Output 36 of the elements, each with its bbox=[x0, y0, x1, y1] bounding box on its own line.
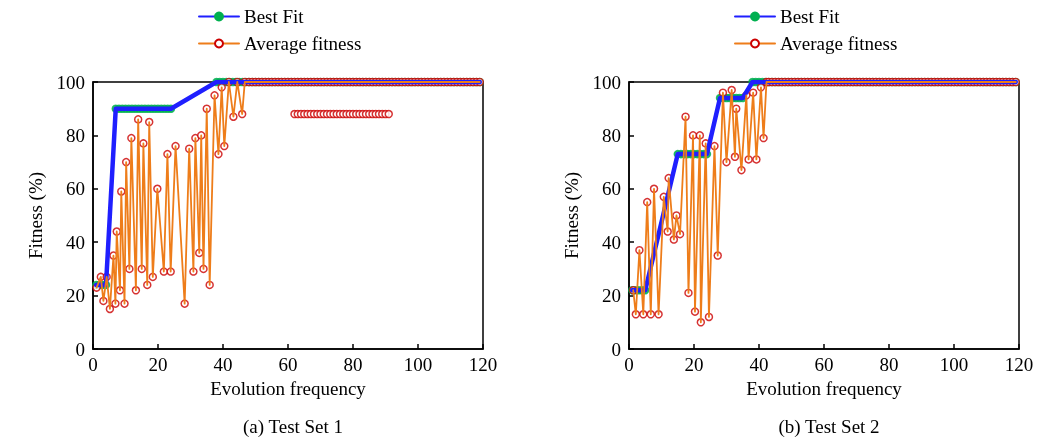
x-tick-label: 40 bbox=[749, 354, 769, 375]
text: (b) Test Set 2 bbox=[778, 416, 880, 438]
y-tick-label: 100 bbox=[56, 71, 85, 93]
y-tick-label: 40 bbox=[66, 231, 85, 253]
x-axis-title: Evolution frequency bbox=[746, 377, 903, 399]
y-tick-label: 100 bbox=[592, 71, 621, 93]
y-tick-label: 40 bbox=[602, 231, 621, 253]
x-tick-label: 100 bbox=[403, 354, 433, 375]
x-tick-label: 120 bbox=[1004, 354, 1034, 375]
y-axis-title: Fitness (%) bbox=[25, 171, 47, 260]
x-tick-label: 20 bbox=[684, 354, 704, 375]
legend-label: Best Fit bbox=[780, 6, 841, 27]
x-tick-label: 80 bbox=[343, 354, 363, 375]
x-tick-label: 100 bbox=[939, 354, 969, 375]
x-tick-label: 80 bbox=[879, 354, 899, 375]
y-tick-label: 0 bbox=[75, 338, 85, 360]
y-tick-label: 20 bbox=[602, 285, 621, 307]
x-tick-label: 0 bbox=[88, 354, 98, 375]
y-tick-label: 60 bbox=[66, 178, 85, 200]
text: (a) Test Set 1 bbox=[242, 416, 344, 438]
y-tick-label: 0 bbox=[611, 338, 621, 360]
y-tick-label: 80 bbox=[602, 124, 621, 146]
x-tick-label: 120 bbox=[468, 354, 498, 375]
x-tick-label: 0 bbox=[624, 354, 634, 375]
legend-label: Average fitness bbox=[244, 33, 362, 54]
y-tick-label: 60 bbox=[602, 178, 621, 200]
y-axis-title: Fitness (%) bbox=[561, 171, 583, 260]
y-tick-label: 80 bbox=[66, 124, 85, 146]
x-tick-label: 60 bbox=[278, 354, 298, 375]
x-tick-label: 20 bbox=[148, 354, 168, 375]
x-tick-label: 60 bbox=[814, 354, 834, 375]
x-tick-label: 40 bbox=[213, 354, 233, 375]
x-axis-title: Evolution frequency bbox=[210, 377, 367, 399]
legend-label: Average fitness bbox=[780, 33, 898, 54]
y-tick-label: 20 bbox=[66, 285, 85, 307]
legend-label: Best Fit bbox=[244, 6, 305, 27]
